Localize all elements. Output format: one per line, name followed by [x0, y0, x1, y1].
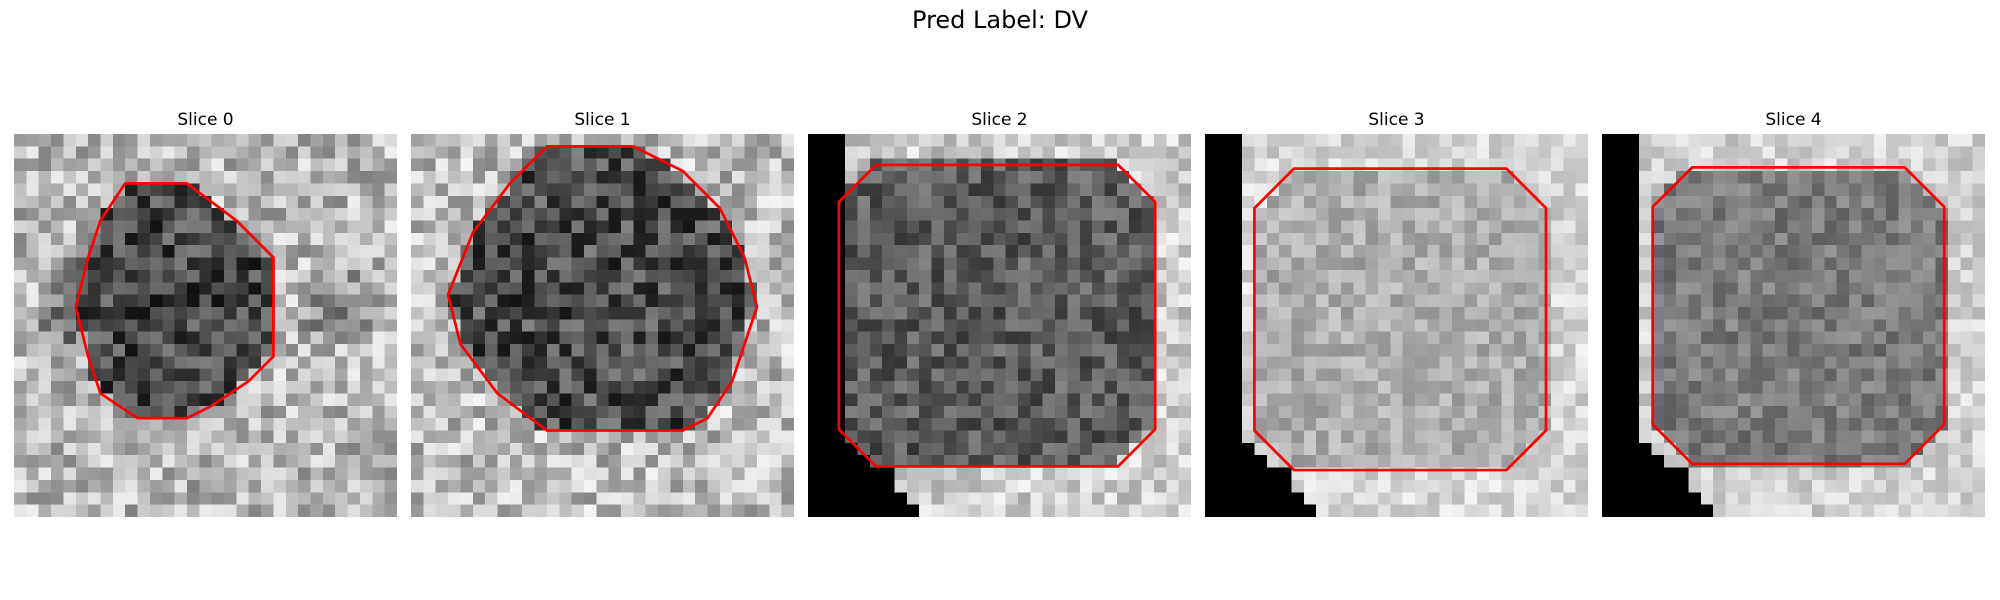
segmentation-contour — [837, 163, 1157, 468]
panel-title: Slice 1 — [574, 110, 631, 130]
grayscale-slice — [1602, 134, 1985, 517]
slice-image — [808, 134, 1191, 517]
slice-image — [411, 134, 794, 517]
panel-title: Slice 3 — [1368, 110, 1425, 130]
segmentation-contour — [446, 144, 759, 432]
contour-polygon — [837, 163, 1157, 468]
grayscale-slice — [411, 134, 794, 517]
panel-title: Slice 2 — [971, 110, 1028, 130]
panel-title: Slice 0 — [177, 110, 234, 130]
slice-image — [1205, 134, 1588, 517]
panel-slice-1: Slice 1 — [411, 108, 794, 517]
panel-title: Slice 4 — [1765, 110, 1822, 130]
slice-image — [14, 134, 397, 517]
figure-title: Pred Label: DV — [912, 6, 1088, 34]
panel-slice-0: Slice 0 — [14, 108, 397, 517]
segmentation-contour — [74, 182, 275, 420]
grayscale-slice — [808, 134, 1191, 517]
slice-image — [1602, 134, 1985, 517]
segmentation-contour — [1651, 165, 1946, 466]
contour-polygon — [446, 144, 759, 432]
contour-polygon — [1253, 167, 1548, 472]
panel-slice-2: Slice 2 — [808, 108, 1191, 517]
contour-polygon — [1651, 165, 1946, 466]
segmentation-contour — [1253, 167, 1548, 472]
panel-slice-3: Slice 3 — [1205, 108, 1588, 517]
panel-slice-4: Slice 4 — [1602, 108, 1985, 517]
contour-polygon — [74, 182, 275, 420]
